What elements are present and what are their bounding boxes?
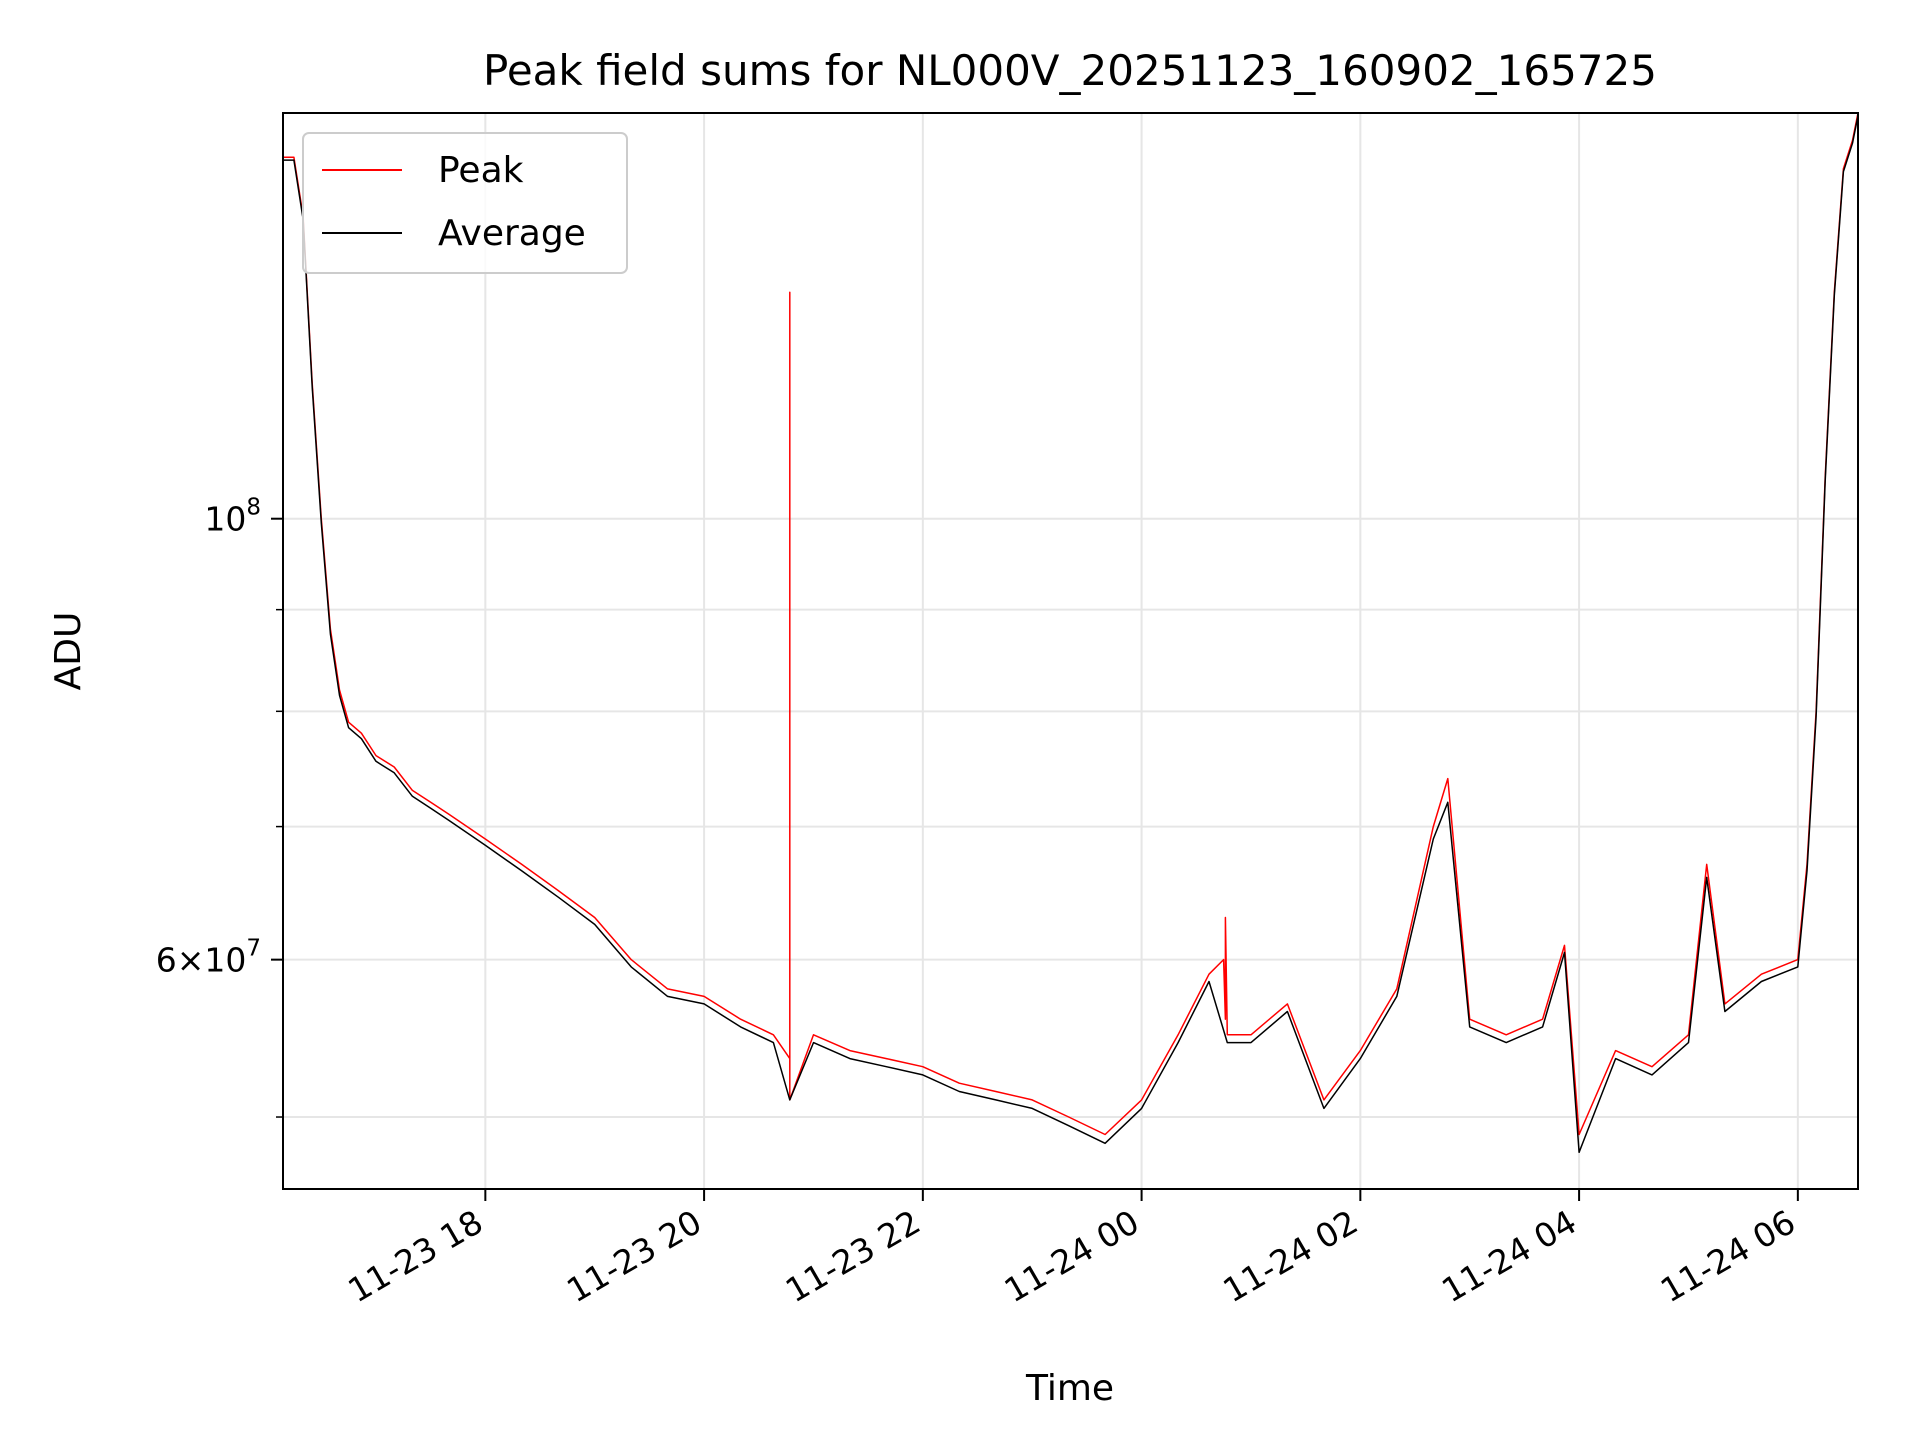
chart-title: Peak field sums for NL000V_20251123_1609… [483,46,1657,95]
plot-frame [282,112,1859,1190]
grid [283,113,1858,1189]
legend-label-average: Average [438,213,586,254]
legend-label-peak: Peak [438,150,524,191]
series-line-average [283,115,1859,1154]
legend-box [302,132,628,274]
legend: Peak Average [302,132,628,274]
plot-lines [283,112,1859,1154]
y-axis-label: ADU [48,612,89,691]
y-tick-label: 108 [204,495,261,539]
x-axis-label: Time [1025,1368,1114,1409]
y-tick-label: 6×107 [156,936,261,980]
y-axis-ticks: 6×107 108 [156,495,283,1118]
series-line-peak [283,112,1859,1136]
